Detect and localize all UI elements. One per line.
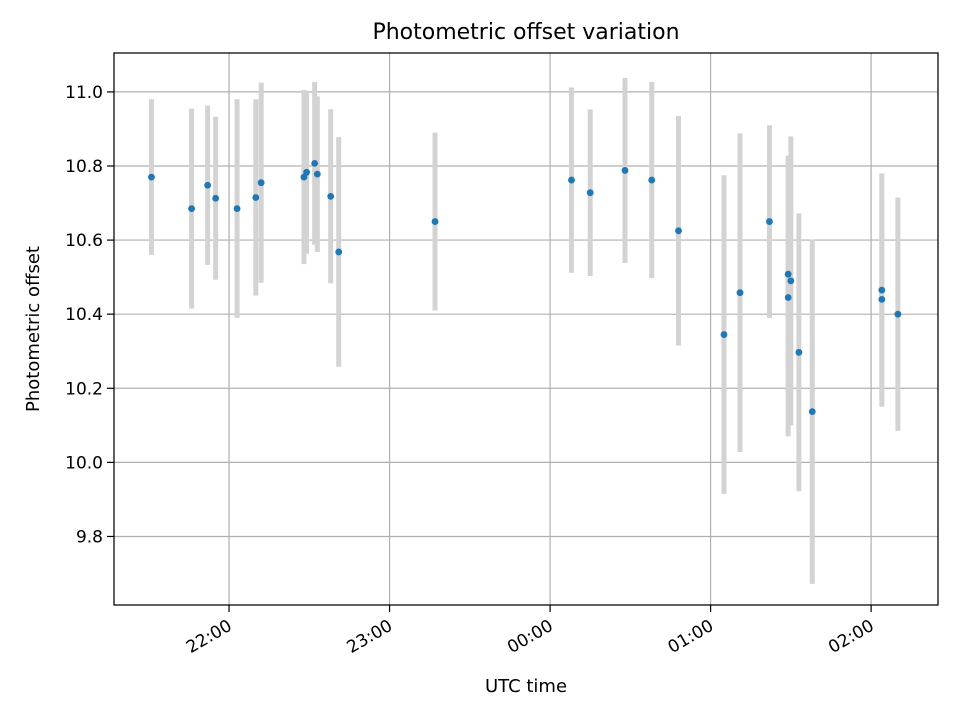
data-point [784,270,792,278]
data-point [787,277,795,285]
data-point [621,167,629,174]
y-tick-label: 10.2 [65,379,103,399]
data-point [878,286,886,294]
data-point [257,179,265,187]
data-point [233,205,241,212]
y-tick-label: 11.0 [65,83,103,103]
data-point [335,248,343,256]
data-point [327,192,335,200]
x-axis-label: UTC time [485,676,567,697]
data-point [586,189,594,197]
data-point [648,176,656,184]
y-tick-label: 9.8 [76,527,103,547]
y-tick-label: 10.6 [65,231,103,251]
data-point [568,176,575,184]
data-point [784,294,792,301]
data-point [188,205,195,212]
data-point [808,408,816,416]
data-point [303,168,311,176]
data-point [720,331,728,338]
y-axis-label: Photometric offset [23,246,44,412]
data-point [311,160,319,167]
data-point [766,218,773,225]
y-tick-label: 10.0 [65,453,103,473]
data-point [212,194,220,202]
data-point [204,181,212,189]
data-point [675,227,682,235]
data-point [736,289,744,297]
x-axis-ticks: 22:00 23:00 00:00 01:00 02:00 [183,605,878,658]
data-point [431,218,439,225]
plot-frame [113,52,939,606]
data-point [252,194,260,201]
data-point [148,173,155,181]
chart-title: Photometric offset variation [372,20,679,45]
y-tick-label: 10.4 [65,305,103,325]
data-point [313,170,321,178]
data-point [878,295,886,303]
data-point [795,348,803,356]
y-tick-label: 10.8 [65,157,103,177]
y-axis-ticks: 9.8 10.0 10.2 10.4 10.6 10.8 11.0 [65,83,114,547]
data-point [894,310,902,318]
data-points [148,160,902,416]
